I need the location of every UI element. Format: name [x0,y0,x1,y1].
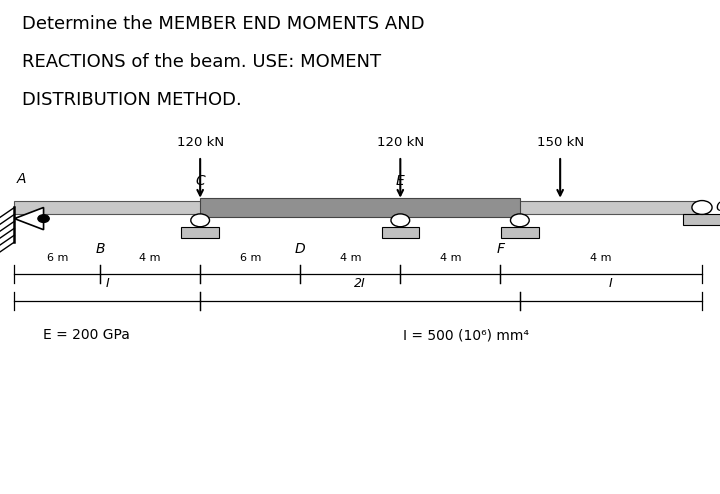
Text: B: B [95,242,105,255]
Text: REACTIONS of the beam. USE: MOMENT: REACTIONS of the beam. USE: MOMENT [22,53,381,71]
Text: 150 kN: 150 kN [536,136,584,149]
Bar [181,227,219,238]
Polygon shape [14,207,44,230]
Text: 4 m: 4 m [340,253,361,263]
Bar [14,201,702,214]
Text: 2I: 2I [354,277,366,290]
Text: E = 200 GPa: E = 200 GPa [43,328,130,342]
Text: 6 m: 6 m [240,253,261,263]
Bar [501,227,539,238]
Text: 120 kN: 120 kN [176,136,224,149]
Text: C: C [195,174,205,188]
Text: I: I [609,277,613,290]
Circle shape [391,214,410,227]
Circle shape [510,214,529,227]
Text: I: I [105,277,109,290]
Circle shape [38,215,49,222]
Text: E: E [396,174,405,188]
Text: G: G [715,201,720,214]
Text: Determine the MEMBER END MOMENTS AND: Determine the MEMBER END MOMENTS AND [22,15,424,33]
Bar [382,227,419,238]
Text: 6 m: 6 m [47,253,68,263]
Text: 4 m: 4 m [440,253,461,263]
Text: D: D [295,242,305,255]
Text: A: A [17,172,27,186]
Bar [200,198,520,217]
Circle shape [692,201,712,214]
Text: F: F [496,242,505,255]
Circle shape [191,214,210,227]
Text: 120 kN: 120 kN [377,136,424,149]
Text: 4 m: 4 m [590,253,612,263]
Text: I = 500 (10⁶) mm⁴: I = 500 (10⁶) mm⁴ [403,328,529,342]
Text: 4 m: 4 m [140,253,161,263]
Text: DISTRIBUTION METHOD.: DISTRIBUTION METHOD. [22,91,241,109]
Bar [683,214,720,225]
